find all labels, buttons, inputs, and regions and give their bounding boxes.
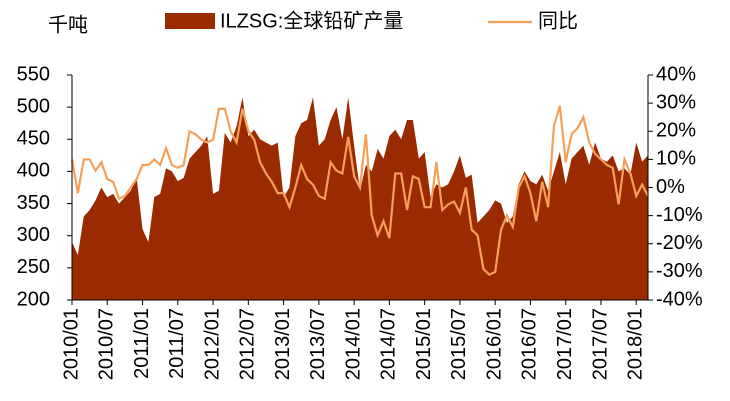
x-tick-label: 2013/01 (272, 308, 294, 380)
y-tick-label: 400 (17, 160, 50, 182)
y-tick-label: 300 (17, 224, 50, 246)
y2-tick-label: 10% (656, 148, 696, 170)
x-tick-label: 2010/01 (60, 308, 82, 380)
x-tick-label: 2014/01 (342, 308, 364, 380)
x-tick-label: 2011/01 (131, 308, 153, 379)
x-tick-label: 2017/07 (589, 308, 611, 380)
y-tick-label: 250 (17, 256, 50, 278)
x-tick-label: 2017/01 (554, 308, 576, 380)
y2-tick-label: 40% (656, 63, 696, 85)
legend-swatch (165, 13, 215, 29)
line (70, 105, 649, 277)
y-tick-label: 350 (17, 192, 50, 214)
y2-tick-label: 0% (656, 176, 685, 198)
x-tick-label: 2010/07 (96, 308, 118, 380)
x-tick-label: 2015/07 (448, 308, 470, 380)
y-tick-label: 500 (17, 95, 50, 117)
x-tick-label: 2012/01 (201, 308, 223, 380)
x-tick-label: 2011/07 (166, 308, 188, 379)
x-tick-label: 2013/07 (307, 308, 329, 380)
x-tick-label: 2014/07 (378, 308, 400, 380)
x-tick-label: 2015/01 (413, 308, 435, 380)
y-tick-label: 550 (17, 63, 50, 85)
y-tick-label: 450 (17, 128, 50, 150)
x-tick-label: 2016/07 (519, 308, 541, 380)
x-tick-label: 2018/01 (625, 308, 647, 380)
legend-label: 同比 (538, 9, 578, 32)
y2-tick-label: -40% (656, 288, 703, 310)
y2-tick-label: -30% (656, 260, 703, 282)
y2-tick-label: -10% (656, 204, 703, 226)
y2-tick-label: 30% (656, 91, 696, 113)
x-tick-label: 2012/07 (237, 308, 259, 380)
y2-tick-label: -20% (656, 232, 703, 254)
y2-tick-label: 20% (656, 120, 696, 142)
legend-label: ILZSG:全球铅矿产量 (220, 9, 403, 32)
y-tick-label: 200 (17, 288, 50, 310)
y-axis-unit: 千吨 (48, 13, 88, 36)
area (72, 97, 648, 300)
x-tick-label: 2016/01 (483, 308, 505, 380)
